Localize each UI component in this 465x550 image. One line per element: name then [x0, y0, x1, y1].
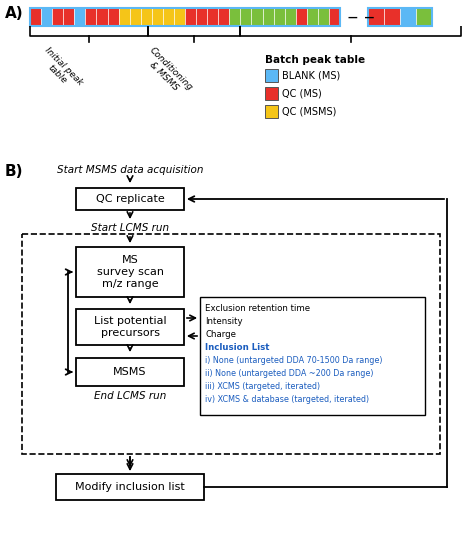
- Bar: [416, 8, 432, 26]
- Bar: [41, 8, 52, 26]
- Bar: [229, 8, 240, 26]
- Text: Start MSMS data acquisition: Start MSMS data acquisition: [57, 165, 203, 175]
- Bar: [265, 87, 278, 100]
- Bar: [265, 69, 278, 82]
- Text: End LCMS run: End LCMS run: [94, 391, 166, 401]
- Bar: [141, 8, 152, 26]
- Bar: [76, 247, 184, 297]
- Bar: [152, 8, 163, 26]
- Text: Exclusion retention time: Exclusion retention time: [205, 304, 310, 313]
- Text: —  —: — —: [348, 13, 374, 23]
- Text: Intensity: Intensity: [205, 317, 243, 326]
- Bar: [196, 8, 207, 26]
- Bar: [368, 8, 432, 26]
- Bar: [200, 297, 425, 415]
- Bar: [30, 8, 41, 26]
- Bar: [307, 8, 318, 26]
- Bar: [296, 8, 307, 26]
- Text: i) None (untargeted DDA 70-1500 Da range): i) None (untargeted DDA 70-1500 Da range…: [205, 356, 383, 365]
- Bar: [76, 358, 184, 386]
- Bar: [76, 309, 184, 345]
- Text: Modify inclusion list: Modify inclusion list: [75, 482, 185, 492]
- Text: QC (MS): QC (MS): [282, 89, 322, 98]
- Bar: [263, 8, 273, 26]
- Bar: [174, 8, 185, 26]
- Bar: [265, 105, 278, 118]
- Bar: [273, 8, 285, 26]
- Text: ii) None (untargeted DDA ~200 Da range): ii) None (untargeted DDA ~200 Da range): [205, 369, 373, 378]
- Bar: [52, 8, 63, 26]
- Text: BLANK (MS): BLANK (MS): [282, 70, 340, 80]
- Bar: [107, 8, 119, 26]
- Text: MSMS: MSMS: [113, 367, 147, 377]
- Text: A): A): [5, 6, 24, 21]
- Bar: [163, 8, 174, 26]
- Bar: [86, 8, 96, 26]
- Text: Batch peak table: Batch peak table: [265, 55, 365, 65]
- Bar: [63, 8, 74, 26]
- Bar: [384, 8, 400, 26]
- Text: Start LCMS run: Start LCMS run: [91, 223, 169, 233]
- Bar: [74, 8, 86, 26]
- Text: Charge: Charge: [205, 330, 236, 339]
- Bar: [130, 8, 141, 26]
- Bar: [56, 474, 204, 500]
- Bar: [329, 8, 340, 26]
- Bar: [22, 234, 440, 454]
- Bar: [96, 8, 107, 26]
- Text: MS
survey scan
m/z range: MS survey scan m/z range: [97, 255, 164, 289]
- Text: QC replicate: QC replicate: [96, 194, 164, 204]
- Bar: [240, 8, 252, 26]
- Text: QC (MSMS): QC (MSMS): [282, 107, 336, 117]
- Bar: [76, 188, 184, 210]
- Bar: [119, 8, 130, 26]
- Text: B): B): [5, 164, 24, 179]
- Bar: [207, 8, 218, 26]
- Text: iv) XCMS & database (targeted, iterated): iv) XCMS & database (targeted, iterated): [205, 395, 369, 404]
- Text: Initial peak
table: Initial peak table: [36, 46, 85, 95]
- Text: List potential
precursors: List potential precursors: [93, 316, 166, 338]
- Bar: [218, 8, 229, 26]
- Bar: [252, 8, 263, 26]
- Text: Conditioning
& MSMS: Conditioning & MSMS: [140, 46, 194, 100]
- Bar: [185, 8, 196, 26]
- Bar: [318, 8, 329, 26]
- Bar: [368, 8, 384, 26]
- Bar: [400, 8, 416, 26]
- Text: iii) XCMS (targeted, iterated): iii) XCMS (targeted, iterated): [205, 382, 320, 391]
- Bar: [285, 8, 296, 26]
- Text: Inclusion List: Inclusion List: [205, 343, 270, 352]
- Bar: [30, 8, 340, 26]
